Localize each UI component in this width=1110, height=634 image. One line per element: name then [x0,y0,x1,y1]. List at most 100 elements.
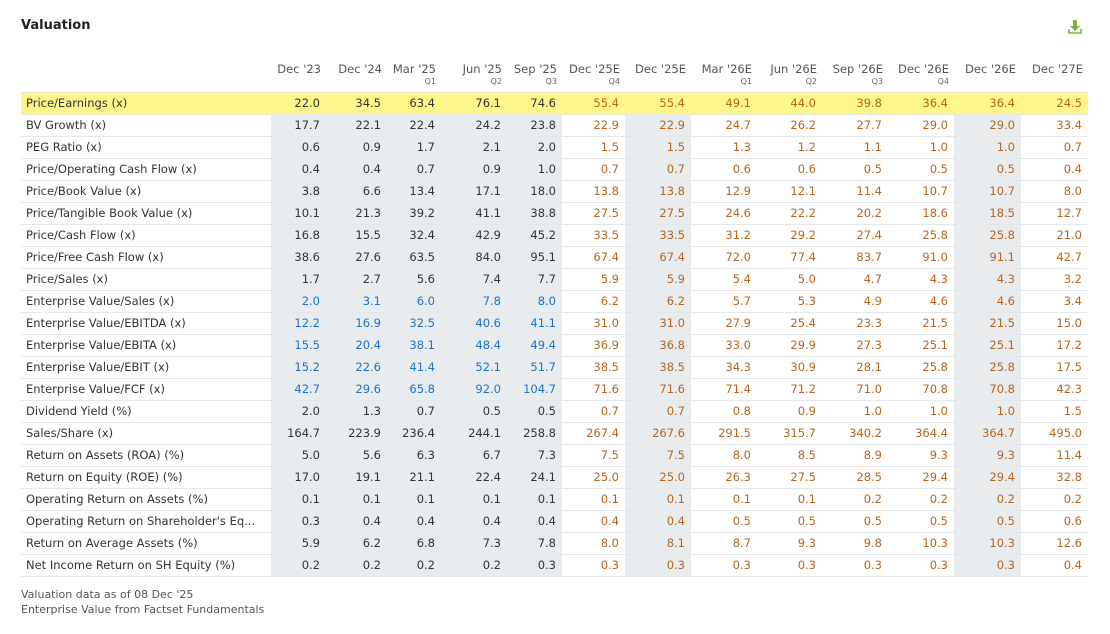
table-cell[interactable]: 41.4 [387,356,441,379]
table-cell: 27.5 [757,466,822,489]
table-row: Price/Free Cash Flow (x) 38.6 27.6 63.5 84.0… [21,246,1088,269]
table-cell[interactable]: 40.6 [441,312,507,335]
table-cell: 91.0 [888,246,954,269]
footer-note: Valuation data as of 08 Dec '25 Enterpri… [21,587,264,617]
table-cell[interactable]: 15.2 [271,356,326,379]
table-cell: 0.3 [954,554,1021,577]
table-cell[interactable]: 41.1 [507,312,562,335]
column-header-period: Q2 [805,77,817,86]
table-cell: 23.8 [507,114,562,137]
table-row: BV Growth (x) 17.7 22.1 22.4 24.2 23.8 22.9 22.… [21,114,1088,137]
table-cell[interactable]: 48.4 [441,334,507,357]
table-cell: 0.4 [507,510,562,533]
table-cell: 0.4 [326,158,387,181]
table-cell[interactable]: 22.6 [326,356,387,379]
table-cell: 1.0 [954,400,1021,423]
table-cell[interactable]: 104.7 [507,378,562,401]
table-cell: 67.4 [562,246,625,269]
table-cell: 36.4 [954,92,1021,115]
table-cell[interactable]: 49.4 [507,334,562,357]
table-cell: 29.0 [954,114,1021,137]
table-row: Enterprise Value/EBITDA (x) 12.2 16.9 32.5 4… [21,312,1088,335]
table-cell: 1.1 [822,136,888,159]
table-row: Enterprise Value/FCF (x) 42.7 29.6 65.8 92.0… [21,378,1088,401]
table-cell: 0.8 [691,400,757,423]
table-cell[interactable]: 52.1 [441,356,507,379]
table-cell[interactable]: 7.8 [441,290,507,313]
table-cell: 38.6 [271,246,326,269]
table-cell: 6.2 [562,290,625,313]
table-cell[interactable]: 8.0 [507,290,562,313]
table-cell: 21.3 [326,202,387,225]
table-cell: 0.1 [625,488,691,511]
row-label: Return on Equity (ROE) (%) [21,466,271,489]
table-cell[interactable]: 15.5 [271,334,326,357]
row-label: Enterprise Value/FCF (x) [21,378,271,401]
table-cell[interactable]: 3.1 [326,290,387,313]
table-cell[interactable]: 6.0 [387,290,441,313]
table-header: Dec '23 Dec '24 Mar '25 Q1 Jun '25 Q2 Sep '25 Q… [21,60,1088,93]
table-cell: 24.2 [441,114,507,137]
table-cell: 0.5 [954,510,1021,533]
row-label: Enterprise Value/EBITDA (x) [21,312,271,335]
table-cell: 164.7 [271,422,326,445]
table-cell: 25.8 [954,224,1021,247]
table-cell: 0.9 [757,400,822,423]
table-cell: 10.3 [954,532,1021,555]
table-cell: 9.3 [888,444,954,467]
table-cell: 5.9 [271,532,326,555]
table-cell: 30.9 [757,356,822,379]
table-cell[interactable]: 32.5 [387,312,441,335]
column-header-period: Q3 [871,77,883,86]
column-header-period: Q1 [740,77,752,86]
table-cell[interactable]: 42.7 [271,378,326,401]
table-cell: 11.4 [822,180,888,203]
table-cell: 5.4 [691,268,757,291]
table-cell: 4.9 [822,290,888,313]
table-cell: 0.2 [441,554,507,577]
column-header: Dec '26E [954,60,1021,93]
table-cell[interactable]: 16.9 [326,312,387,335]
table-cell[interactable]: 2.0 [271,290,326,313]
table-cell: 28.1 [822,356,888,379]
table-cell: 8.1 [625,532,691,555]
table-cell: 31.2 [691,224,757,247]
table-cell: 5.0 [757,268,822,291]
row-label: Price/Cash Flow (x) [21,224,271,247]
download-icon[interactable] [1066,18,1084,36]
table-cell: 25.8 [888,224,954,247]
table-cell: 5.0 [271,444,326,467]
table-cell: 5.6 [387,268,441,291]
table-cell: 258.8 [507,422,562,445]
table-cell: 0.2 [1021,488,1088,511]
table-cell: 0.9 [441,158,507,181]
table-cell[interactable]: 20.4 [326,334,387,357]
table-cell: 31.0 [625,312,691,335]
table-cell[interactable]: 65.8 [387,378,441,401]
table-cell: 0.9 [326,136,387,159]
table-cell: 12.6 [1021,532,1088,555]
row-label: Operating Return on Shareholder's Eq... [21,510,271,533]
table-cell: 4.6 [954,290,1021,313]
row-label: Price/Sales (x) [21,268,271,291]
table-cell: 72.0 [691,246,757,269]
table-cell: 340.2 [822,422,888,445]
table-cell[interactable]: 38.1 [387,334,441,357]
table-cell: 33.5 [562,224,625,247]
table-cell: 19.1 [326,466,387,489]
table-cell[interactable]: 12.2 [271,312,326,335]
table-cell[interactable]: 92.0 [441,378,507,401]
table-cell: 1.0 [954,136,1021,159]
table-cell[interactable]: 29.6 [326,378,387,401]
table-cell: 0.6 [757,158,822,181]
table-cell: 1.0 [507,158,562,181]
column-header-label: Mar '26E [701,62,752,76]
table-cell: 8.9 [822,444,888,467]
table-cell: 42.9 [441,224,507,247]
table-cell: 8.0 [691,444,757,467]
table-cell: 0.2 [888,488,954,511]
table-cell: 25.4 [757,312,822,335]
table-cell[interactable]: 51.7 [507,356,562,379]
table-cell: 27.4 [822,224,888,247]
table-cell: 42.3 [1021,378,1088,401]
